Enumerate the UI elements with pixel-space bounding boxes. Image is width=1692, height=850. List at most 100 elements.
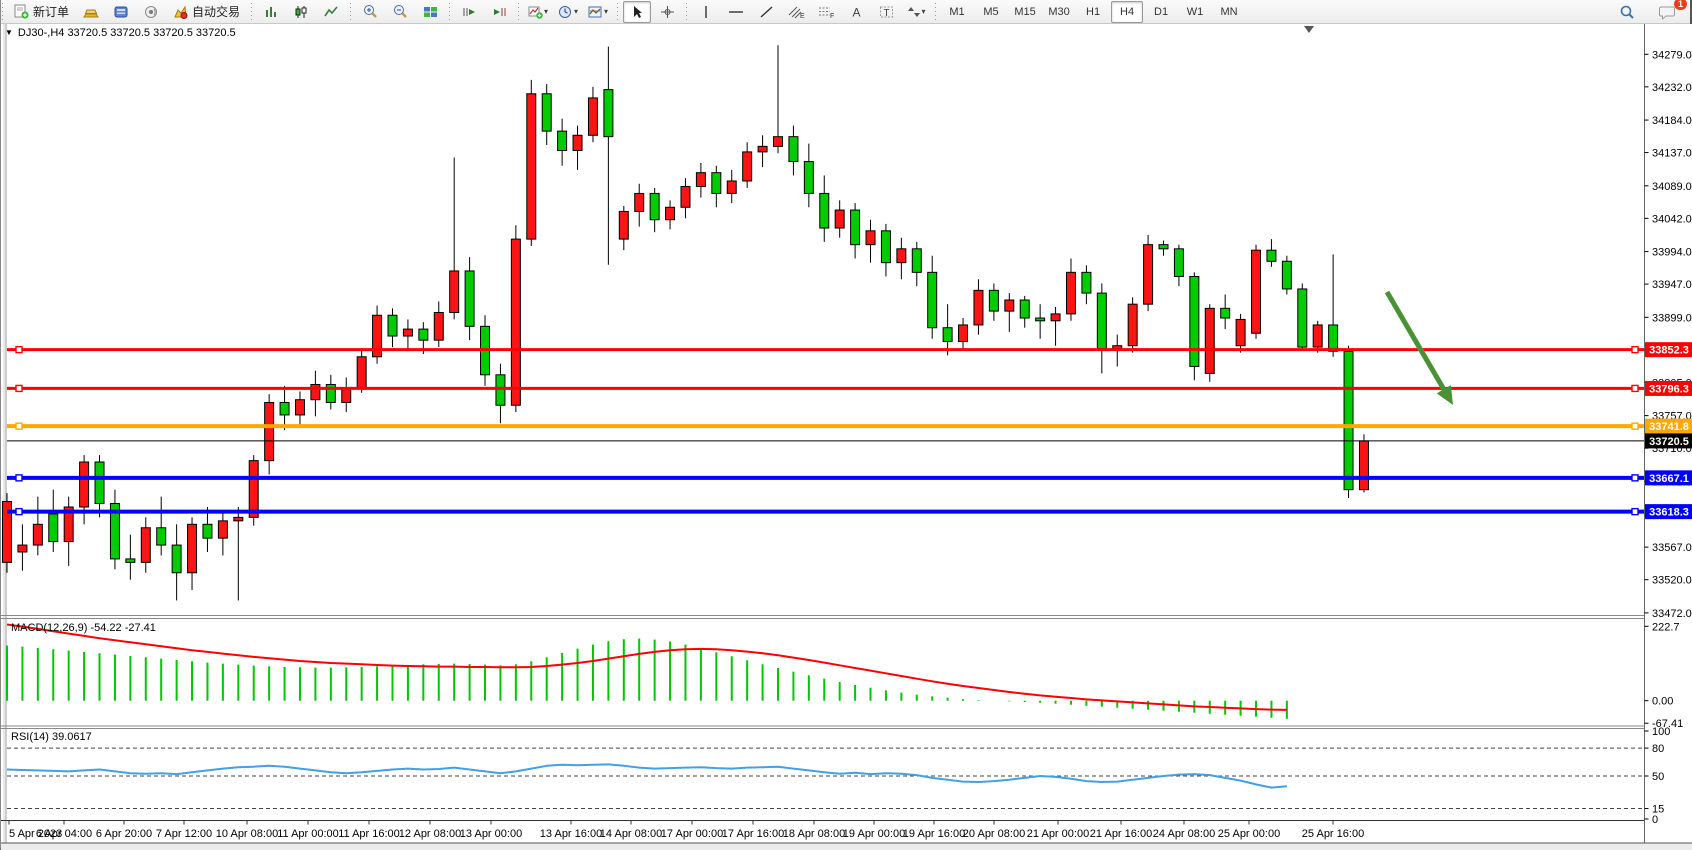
svg-text:E: E: [800, 13, 805, 19]
candle-body: [264, 401, 275, 462]
candle-body: [63, 506, 74, 543]
timeframe-button-d1[interactable]: D1: [1154, 5, 1169, 18]
line-chart-button[interactable]: [317, 1, 345, 23]
periods-button[interactable]: ▾: [554, 1, 582, 23]
line-chart-icon: [324, 5, 338, 16]
fibonacci-button[interactable]: F: [812, 1, 840, 23]
chart-shift-icon: [493, 7, 506, 16]
trendline-button[interactable]: [752, 1, 780, 23]
timeframe-button-h1[interactable]: H1: [1086, 5, 1101, 18]
price-tick-label: 34279.0: [1652, 49, 1692, 61]
chart-menu-icon[interactable]: ▼: [5, 28, 13, 37]
price-level-badge: [1645, 504, 1692, 520]
label-button[interactable]: T: [872, 1, 900, 23]
candle-body: [418, 328, 429, 341]
zoom-out-button[interactable]: [386, 1, 414, 23]
price-level-badge: [1645, 418, 1692, 434]
price-level-badge-text: 33667.1: [1649, 473, 1689, 485]
search-button[interactable]: [1613, 1, 1641, 23]
sound-button[interactable]: [137, 1, 165, 23]
candle-body: [911, 248, 922, 273]
candle-body: [541, 93, 552, 132]
line-handle[interactable]: [1631, 507, 1639, 516]
chat-button[interactable]: 1: [1653, 0, 1687, 23]
bottom-strip: [1, 843, 1692, 850]
line-handle[interactable]: [15, 422, 23, 430]
candle-body: [680, 186, 691, 208]
candle-body: [1281, 260, 1292, 290]
candle-body: [711, 172, 722, 194]
date-label: 19 Apr 00:00: [843, 828, 905, 840]
timeframe-button-m5[interactable]: M5: [983, 5, 999, 18]
line-handle[interactable]: [15, 507, 23, 516]
candlestick-button[interactable]: [287, 1, 315, 23]
timeframe-button-w1[interactable]: W1: [1186, 5, 1204, 18]
candlestick-icon: [295, 5, 307, 18]
crosshair-button[interactable]: [653, 1, 681, 23]
indicators-caret: ▾: [544, 7, 549, 16]
new-order-button[interactable]: 新订单: [8, 1, 75, 23]
sound-icon: [144, 5, 157, 18]
periods-caret: ▾: [574, 7, 579, 16]
chart-shift-marker[interactable]: [1304, 26, 1314, 33]
data-window-button[interactable]: [107, 1, 135, 23]
text-button[interactable]: A: [842, 1, 870, 23]
date-label: 11 Apr 16:00: [338, 828, 400, 840]
cursor-button[interactable]: [623, 0, 652, 23]
date-label: 13 Apr 00:00: [460, 828, 522, 840]
trend-arrow-annotation[interactable]: [1384, 290, 1449, 395]
timeframe-button-h4[interactable]: H4: [1111, 0, 1144, 23]
svg-text:A: A: [852, 5, 860, 19]
line-handle[interactable]: [15, 474, 23, 482]
trend-arrow-head: [1436, 385, 1453, 405]
timeframe-button-mn[interactable]: MN: [1220, 5, 1238, 18]
timeframe-button-m1[interactable]: M1: [949, 5, 965, 18]
autotrading-label: 自动交易: [192, 5, 241, 19]
trendline-icon: [760, 5, 773, 18]
date-label: 7 Apr 12:00: [156, 828, 212, 840]
candle-body: [510, 238, 521, 406]
zoom-out-icon: [393, 5, 407, 18]
chart-background: [1, 24, 1692, 850]
timeframe-button-m30[interactable]: M30: [1048, 5, 1070, 18]
rsi-tick-label: 0: [1652, 814, 1658, 826]
market-watch-button[interactable]: [77, 1, 105, 23]
horizontal-line-button[interactable]: [722, 1, 750, 23]
line-handle[interactable]: [1631, 474, 1639, 482]
channel-button[interactable]: E: [782, 1, 810, 23]
auto-scroll-button[interactable]: [455, 1, 483, 23]
auto-scroll-icon: [463, 7, 475, 16]
bar-chart-button[interactable]: [257, 1, 285, 23]
cursor-icon: [633, 5, 642, 18]
vertical-line-button[interactable]: [692, 1, 720, 23]
line-handle[interactable]: [15, 384, 23, 393]
candle-body: [94, 461, 105, 505]
timeframe-button-m15[interactable]: M15: [1014, 5, 1036, 18]
date-label: 13 Apr 16:00: [540, 828, 602, 840]
candle-body: [880, 230, 891, 264]
market-watch-icon: [83, 9, 99, 17]
indicators-button[interactable]: ▾: [524, 1, 552, 23]
autotrading-button[interactable]: 自动交易: [167, 1, 246, 23]
macd-label: MACD(12,26,9) -54.22 -27.41: [11, 622, 156, 634]
tile-windows-button[interactable]: [416, 1, 444, 23]
date-label: 6 Apr 20:00: [96, 828, 152, 840]
templates-button[interactable]: ▾: [584, 1, 612, 23]
line-handle[interactable]: [1631, 384, 1639, 393]
line-handle[interactable]: [1631, 422, 1639, 430]
date-label: 25 Apr 16:00: [1302, 828, 1364, 840]
candle-body: [2, 500, 12, 563]
chart-shift-button[interactable]: [485, 1, 513, 23]
arrows-button[interactable]: ▾: [902, 1, 930, 23]
line-handle[interactable]: [1631, 345, 1639, 354]
candle-body: [618, 210, 629, 240]
candle-body: [988, 289, 999, 312]
candle-body: [1143, 244, 1154, 305]
candle-body: [557, 130, 568, 152]
line-handle[interactable]: [15, 345, 23, 354]
candle-body: [32, 523, 43, 546]
zoom-in-button[interactable]: [356, 1, 384, 23]
candle-body: [1019, 299, 1030, 319]
price-tick-label: 33520.0: [1652, 575, 1692, 587]
